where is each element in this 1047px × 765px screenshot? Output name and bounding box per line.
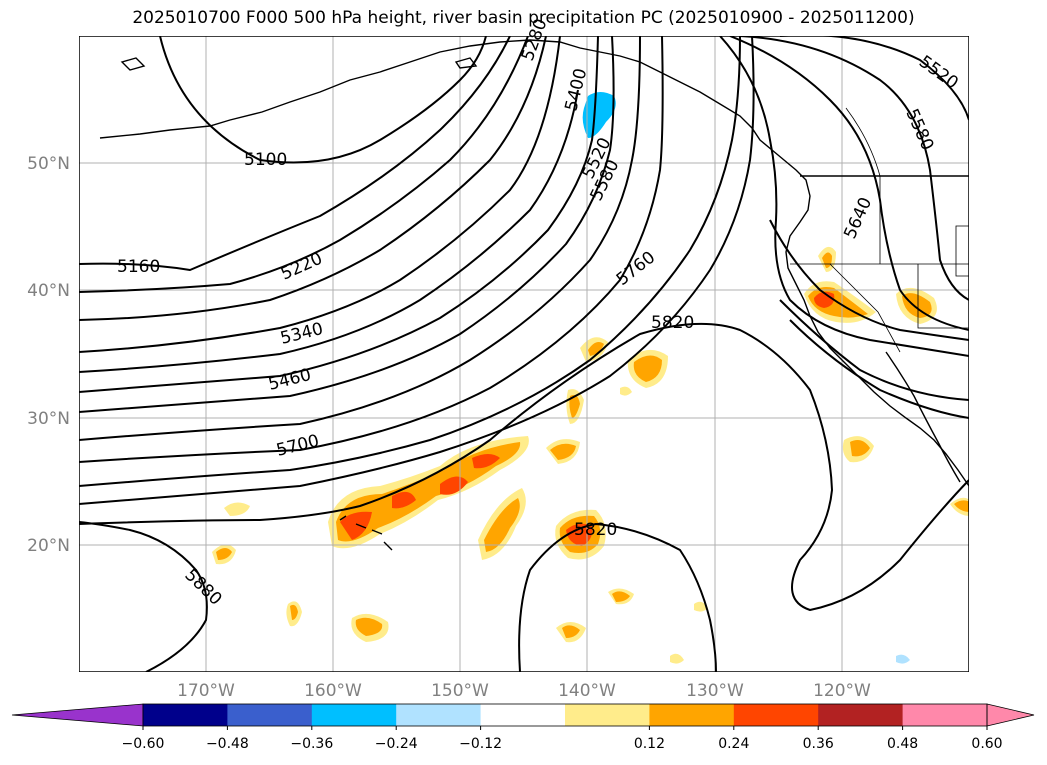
colorbar-segment [143,704,228,726]
lon-labels: 170°W 160°W 150°W 140°W 130°W 120°W [177,681,871,701]
lon-label: 140°W [558,681,616,701]
coastlines [99,39,969,551]
lon-label: 120°W [813,681,871,701]
contour-label: 5160 [117,257,160,277]
contour-5820-north [79,322,969,612]
colorbar-segment [480,704,566,726]
colorbar-segment [733,704,819,726]
lon-label: 150°W [431,681,489,701]
contour-5580 [79,36,641,441]
map-area [79,36,969,672]
precip-blob-14 [478,488,526,560]
lon-label: 170°W [177,681,235,701]
map-title: 2025010700 F000 500 hPa height, river ba… [132,8,915,28]
colorbar-extend-high [986,703,1035,727]
contour-right-1 [719,36,969,357]
contour-5880 [79,521,208,672]
colorbar-segment [565,704,650,726]
coast-island-2 [454,57,478,69]
contour-right-3 [739,36,969,301]
lon-label: 160°W [304,681,362,701]
contour-right-2 [729,36,969,331]
lat-label: 50°N [27,154,70,174]
colorbar-tick-label: 0.12 [634,736,665,752]
precip-band-hawaii [328,436,529,549]
colorbar-segment [227,704,313,726]
lat-label: 20°N [27,536,70,556]
colorbar-tick-label: 0.24 [718,736,749,752]
contour-5160 [79,36,511,272]
colorbar-frame [142,703,988,727]
contour-right-4 [780,36,969,121]
contour-label: 5820 [651,313,694,333]
colorbar-segment [396,704,482,726]
contour-5220 [79,36,529,293]
colorbar-tick-label: −0.60 [122,736,165,752]
contour-right-6 [779,299,969,401]
coast-island-1 [120,57,146,71]
contour-5400 [79,89,579,373]
colorbar-tick-label: 0.36 [803,736,834,752]
colorbar-tick-label: −0.12 [459,736,502,752]
contour-5520 [79,36,615,413]
contour-5100 [159,36,487,164]
contour-5700 [79,36,741,487]
colorbar-tick-label: −0.48 [206,736,249,752]
colorbar-extend-low [11,703,144,727]
height-contours [79,36,969,672]
colorbar-segment [902,704,988,726]
lat-labels: 50°N 40°N 30°N 20°N [27,154,70,556]
colorbar-segment [311,704,397,726]
contour-5640 [79,36,664,463]
contour-5460 [79,36,599,393]
coast-us-state-4 [917,264,969,329]
colorbar-segment [818,704,904,726]
coast-hawaii [339,515,393,551]
colorbar-tick-label: −0.24 [375,736,418,752]
colorbar-segment [649,704,735,726]
colorbar: −0.60 −0.48 −0.36 −0.24 −0.12 0.12 0.24 0.36 0.4… [11,703,1035,752]
colorbar-tick-label: −0.36 [290,736,333,752]
contour-5760 [79,36,755,505]
contour-label: 5820 [574,520,617,540]
coast-alaska-south [99,39,969,487]
contour-right-5 [769,219,969,341]
contour-5280 [79,36,547,321]
lat-label: 40°N [27,281,70,301]
lon-label: 130°W [686,681,744,701]
precip-blob-alaska [582,92,616,138]
contour-right-7 [789,319,969,419]
colorbar-tick-label: 0.48 [887,736,918,752]
coast-us-state-6 [829,263,901,353]
coast-us-state-5 [955,225,969,277]
lat-label: 30°N [27,409,70,429]
contour-5340 [79,36,561,353]
coast-us-state-3 [845,107,881,177]
coast-baja [885,351,961,483]
colorbar-tick-label: 0.60 [971,736,1002,752]
contour-5820-south [518,522,717,672]
contour-label: 5100 [244,150,287,170]
precip-shading [212,92,969,664]
